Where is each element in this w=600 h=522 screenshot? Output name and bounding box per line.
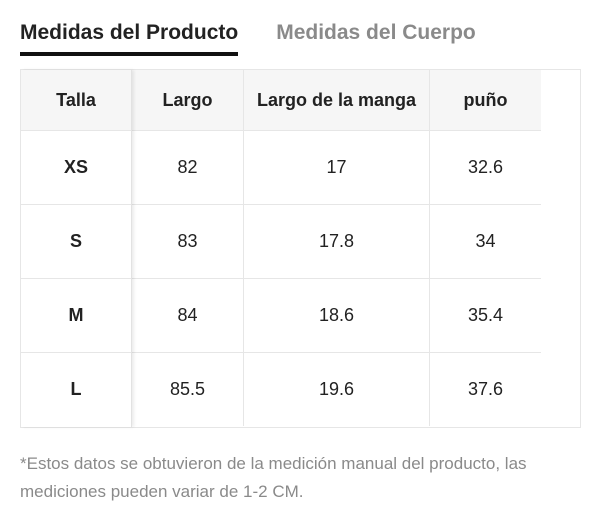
cell-puno: 37.6: [467, 379, 504, 399]
frozen-size-column: Talla XS S M L: [21, 70, 132, 427]
cell-largo: 82: [132, 131, 244, 204]
cell-talla: M: [21, 278, 131, 352]
tab-product-measurements[interactable]: Medidas del Producto: [20, 16, 239, 56]
measurement-tabs: Medidas del Producto Medidas del Cuerpo: [20, 16, 476, 58]
header-largo: Largo: [132, 70, 244, 130]
cell-largo: 85.5: [132, 353, 244, 426]
cell-largo-manga: 17: [244, 131, 430, 204]
header-talla: Talla: [21, 70, 131, 130]
cell-talla: L: [21, 352, 131, 426]
cell-talla: XS: [21, 130, 131, 204]
table-row: 84 18.6 35.4: [21, 278, 541, 352]
cell-largo-manga: 18.6: [244, 279, 430, 352]
cell-largo: 83: [132, 205, 244, 278]
cell-largo: 84: [132, 279, 244, 352]
measurement-disclaimer: *Estos datos se obtuvieron de la medició…: [20, 454, 527, 501]
cell-largo-manga: 17.8: [244, 205, 430, 278]
header-largo-manga: Largo de la manga: [244, 70, 430, 130]
cell-talla: S: [21, 204, 131, 278]
size-table[interactable]: ras Largo Largo de la manga puño 82 17 3…: [20, 69, 581, 428]
cell-puno: 35.4: [467, 305, 504, 325]
cell-largo-manga: 19.6: [244, 353, 430, 426]
cell-puno: 34: [475, 231, 496, 251]
header-puno: puño: [463, 89, 508, 110]
tab-body-measurements[interactable]: Medidas del Cuerpo: [276, 21, 476, 44]
cell-puno: 32.6: [467, 157, 504, 177]
